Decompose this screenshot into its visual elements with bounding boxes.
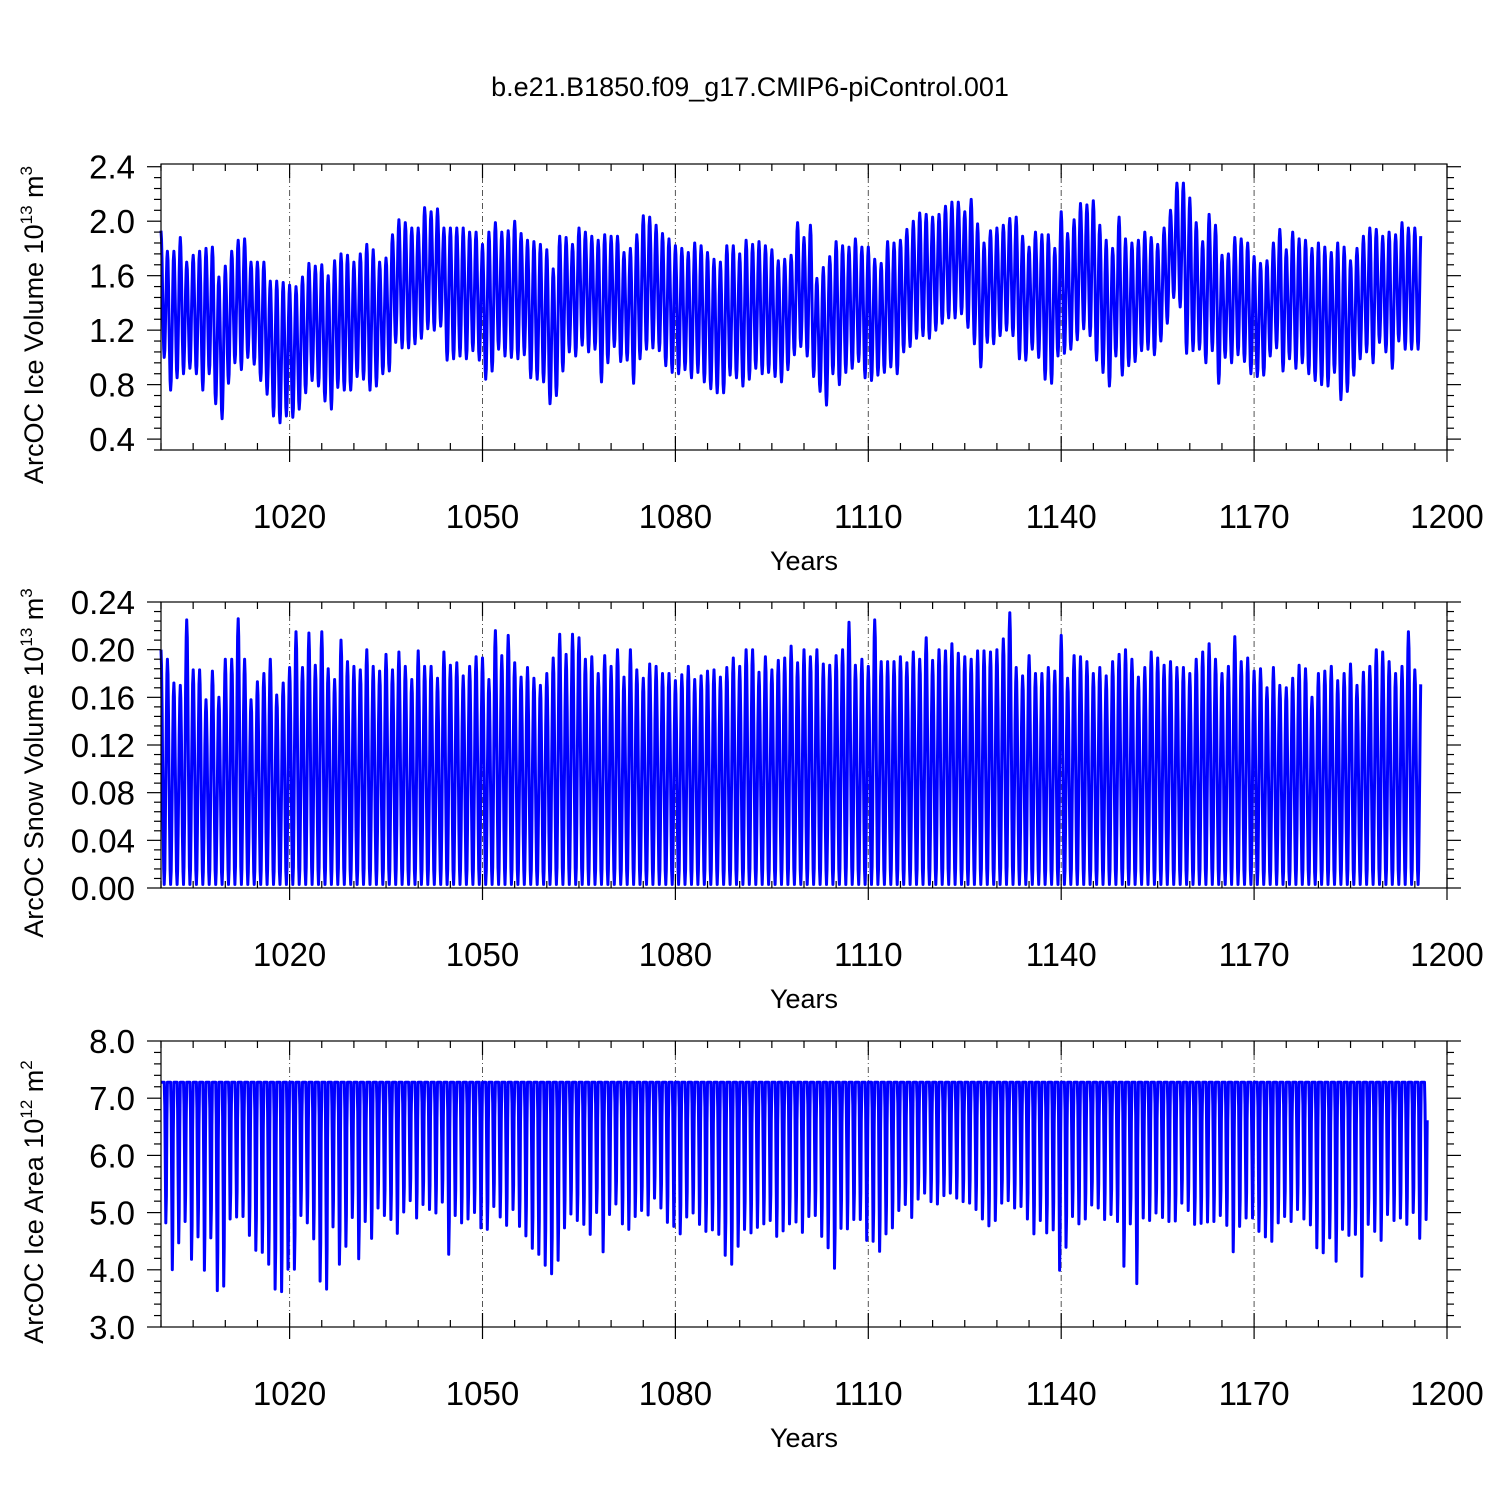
panel-ice-area: 1020 1050 1080 1110 1140 1170 1200 3.0 4.0 5.0 6.0… <box>17 1023 1484 1453</box>
panel-snow-volume: 1020 1050 1080 1110 1140 1170 1200 0.00 0.04 0.08… <box>17 584 1484 1014</box>
x-tick-label: 1050 <box>446 1375 519 1412</box>
x-tick-label: 1140 <box>1026 498 1097 535</box>
y-axis-label: ArcOC Snow Volume 1013 m3 <box>17 588 49 938</box>
y-tick-label: 7.0 <box>89 1080 135 1117</box>
x-tick-label: 1140 <box>1026 936 1097 973</box>
y-tick-label: 2.0 <box>89 203 135 240</box>
y-axis-label: ArcOC Ice Area 1012 m2 <box>17 1060 49 1344</box>
x-tick-label: 1110 <box>834 1375 903 1412</box>
y-tick-label: 5.0 <box>89 1195 135 1232</box>
y-tick-label: 1.6 <box>89 258 135 295</box>
panel-ice-volume: 1020 1050 1080 1110 1140 1170 1200 0.4 0.8 1.2 1.6… <box>17 149 1484 576</box>
x-tick-label: 1170 <box>1219 498 1290 535</box>
x-tick-label: 1170 <box>1219 936 1290 973</box>
y-tick-label: 0.8 <box>89 367 135 404</box>
y-tick-label: 6.0 <box>89 1137 135 1174</box>
y-tick-label: 0.00 <box>71 870 135 907</box>
series-line-ice-area <box>160 1080 1429 1294</box>
y-tick-label: 0.16 <box>71 679 135 716</box>
x-tick-label: 1080 <box>639 498 712 535</box>
x-axis-label: Years <box>770 984 838 1014</box>
x-tick-label: 1080 <box>639 936 712 973</box>
x-tick-label: 1110 <box>834 936 903 973</box>
y-tick-label: 0.4 <box>89 421 135 458</box>
x-tick-label: 1170 <box>1219 1375 1290 1412</box>
x-axis-label: Years <box>770 1423 838 1453</box>
series-line-ice-volume <box>159 181 1423 425</box>
x-tick-label: 1140 <box>1026 1375 1097 1412</box>
figure-title: b.e21.B1850.f09_g17.CMIP6-piControl.001 <box>491 72 1009 102</box>
y-tick-label: 1.2 <box>89 312 135 349</box>
y-tick-label: 0.12 <box>71 727 135 764</box>
x-tick-label: 1050 <box>446 936 519 973</box>
y-tick-label: 0.08 <box>71 775 135 812</box>
x-tick-label: 1050 <box>446 498 519 535</box>
y-tick-label: 0.04 <box>71 822 135 859</box>
y-tick-label: 0.24 <box>71 584 135 621</box>
y-tick-label: 2.4 <box>89 149 135 186</box>
x-tick-label: 1020 <box>253 936 326 973</box>
y-tick-label: 8.0 <box>89 1023 135 1060</box>
x-tick-label: 1200 <box>1410 498 1483 535</box>
series-line-snow-volume <box>159 611 1423 886</box>
y-tick-label: 0.20 <box>71 632 135 669</box>
x-tick-label: 1020 <box>253 498 326 535</box>
x-tick-label: 1200 <box>1410 936 1483 973</box>
y-tick-label: 3.0 <box>89 1309 135 1346</box>
x-tick-label: 1020 <box>253 1375 326 1412</box>
y-axis-label: ArcOC Ice Volume 1013 m3 <box>17 166 49 484</box>
x-tick-label: 1080 <box>639 1375 712 1412</box>
x-tick-label: 1200 <box>1410 1375 1483 1412</box>
x-tick-label: 1110 <box>834 498 903 535</box>
x-axis-label: Years <box>770 546 838 576</box>
y-tick-label: 4.0 <box>89 1252 135 1289</box>
